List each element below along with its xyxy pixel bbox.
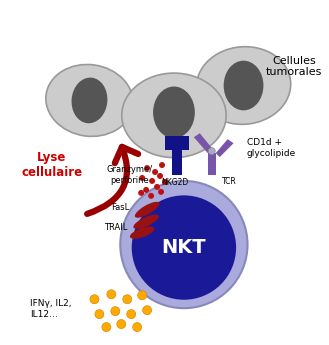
Ellipse shape (224, 61, 264, 110)
Ellipse shape (152, 169, 158, 175)
FancyArrowPatch shape (87, 147, 138, 214)
Ellipse shape (135, 202, 159, 218)
Ellipse shape (102, 323, 111, 332)
FancyBboxPatch shape (208, 153, 216, 175)
FancyBboxPatch shape (165, 136, 189, 150)
Ellipse shape (95, 310, 104, 319)
Polygon shape (194, 133, 213, 153)
FancyBboxPatch shape (172, 150, 182, 175)
Ellipse shape (139, 175, 145, 181)
Ellipse shape (138, 190, 144, 196)
Text: FasL: FasL (111, 203, 129, 212)
Ellipse shape (130, 227, 154, 239)
Ellipse shape (158, 189, 164, 195)
Text: NKT: NKT (162, 238, 206, 257)
Text: IFNγ, IL2,
IL12…: IFNγ, IL2, IL12… (30, 299, 71, 319)
Text: NKG2D: NKG2D (161, 178, 189, 187)
Ellipse shape (46, 65, 133, 136)
Ellipse shape (90, 295, 99, 304)
Ellipse shape (196, 47, 291, 124)
Text: Cellules
tumorales: Cellules tumorales (266, 56, 322, 77)
Ellipse shape (143, 306, 152, 315)
Ellipse shape (208, 148, 215, 155)
Text: Granzyme/
perforine: Granzyme/ perforine (106, 165, 152, 185)
Polygon shape (216, 139, 234, 157)
Ellipse shape (132, 195, 236, 300)
Ellipse shape (157, 173, 163, 179)
Ellipse shape (133, 215, 159, 229)
Ellipse shape (111, 307, 120, 316)
Text: Lyse
cellulaire: Lyse cellulaire (21, 151, 82, 179)
Ellipse shape (120, 181, 247, 308)
Ellipse shape (123, 295, 132, 304)
Text: TCR: TCR (222, 177, 237, 186)
Ellipse shape (127, 310, 136, 319)
Ellipse shape (154, 184, 160, 190)
Ellipse shape (153, 87, 195, 138)
Text: TRAIL: TRAIL (104, 223, 127, 232)
Ellipse shape (162, 179, 168, 185)
Ellipse shape (117, 319, 126, 328)
Ellipse shape (149, 178, 155, 184)
Ellipse shape (138, 291, 147, 300)
Ellipse shape (143, 187, 149, 193)
Text: CD1d +
glycolipide: CD1d + glycolipide (246, 138, 296, 158)
Ellipse shape (107, 290, 116, 299)
Ellipse shape (122, 73, 226, 158)
Ellipse shape (148, 193, 154, 199)
Ellipse shape (133, 323, 142, 332)
Ellipse shape (159, 162, 165, 168)
Ellipse shape (144, 165, 150, 171)
Ellipse shape (71, 78, 107, 123)
